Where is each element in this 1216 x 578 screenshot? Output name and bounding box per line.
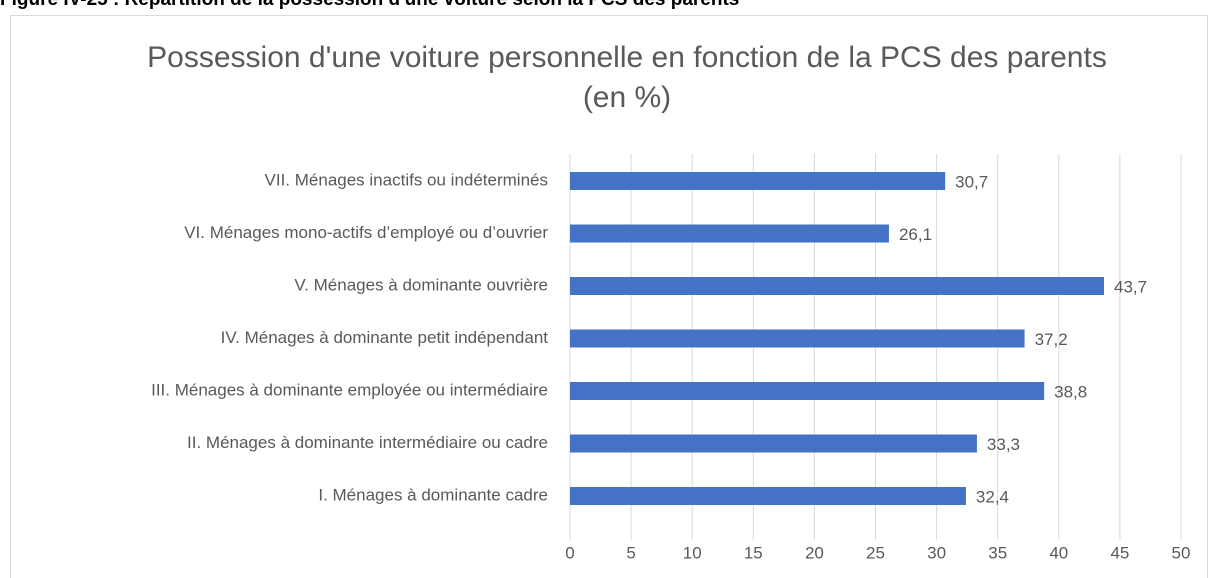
bar bbox=[570, 382, 1045, 400]
bar bbox=[570, 172, 946, 190]
value-label: 37,2 bbox=[1035, 330, 1068, 349]
y-tick-label: II. Ménages à dominante intermédiaire ou… bbox=[187, 433, 548, 452]
x-tick-label: 35 bbox=[988, 543, 1007, 562]
x-tick-label: 50 bbox=[1172, 543, 1191, 562]
x-tick-label: 0 bbox=[565, 543, 574, 562]
value-label: 26,1 bbox=[899, 225, 932, 244]
value-label: 32,4 bbox=[976, 487, 1009, 506]
figure-caption: Figure IV-25 : Répartition de la possess… bbox=[0, 0, 739, 11]
x-tick-label: 5 bbox=[626, 543, 635, 562]
y-tick-label: VII. Ménages inactifs ou indéterminés bbox=[265, 170, 548, 189]
bar bbox=[570, 434, 977, 453]
chart-frame bbox=[10, 15, 1208, 578]
x-tick-label: 15 bbox=[744, 543, 763, 562]
y-tick-label: III. Ménages à dominante employée ou int… bbox=[151, 380, 548, 399]
x-tick-label: 40 bbox=[1049, 543, 1068, 562]
y-tick-label: V. Ménages à dominante ouvrière bbox=[294, 275, 548, 294]
chart-title: Possession d'une voiture personnelle en … bbox=[147, 41, 1107, 114]
bar bbox=[570, 277, 1105, 295]
x-tick-label: 45 bbox=[1110, 543, 1129, 562]
y-tick-label: I. Ménages à dominante cadre bbox=[318, 485, 548, 504]
value-label: 38,8 bbox=[1054, 382, 1087, 401]
value-label: 30,7 bbox=[955, 172, 988, 191]
x-tick-label: 25 bbox=[866, 543, 885, 562]
bar bbox=[570, 487, 966, 505]
value-label: 43,7 bbox=[1114, 277, 1147, 296]
x-tick-label: 30 bbox=[927, 543, 946, 562]
x-tick-label: 10 bbox=[683, 543, 702, 562]
bar bbox=[570, 329, 1025, 348]
y-tick-label: IV. Ménages à dominante petit indépendan… bbox=[221, 328, 549, 347]
value-label: 33,3 bbox=[987, 435, 1020, 454]
y-tick-label: VI. Ménages mono-actifs d’employé ou d’o… bbox=[184, 223, 548, 242]
x-tick-label: 20 bbox=[805, 543, 824, 562]
bar bbox=[570, 224, 889, 243]
